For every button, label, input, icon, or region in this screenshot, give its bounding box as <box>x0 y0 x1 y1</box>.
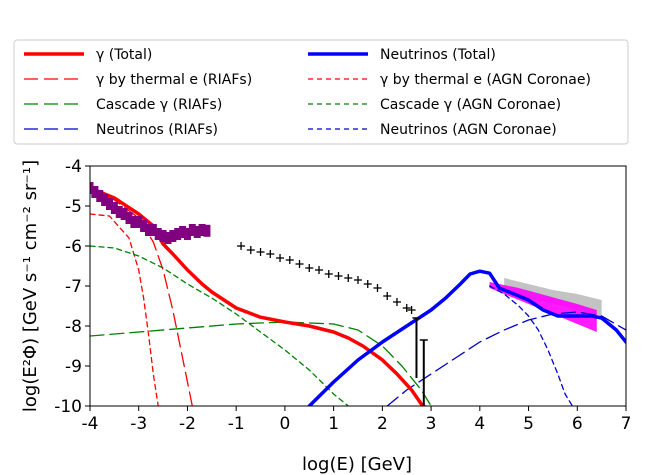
series-by-thermal-e-agn-coronae <box>90 213 159 406</box>
data-point <box>203 224 211 237</box>
data-point <box>179 226 187 238</box>
data-point <box>198 224 206 236</box>
data-point <box>169 230 177 242</box>
data-point <box>105 198 113 210</box>
x-tick-label: -3 <box>130 414 147 434</box>
data-point <box>144 224 152 236</box>
points-fermi-diffuse <box>237 242 416 314</box>
x-tick-label: 5 <box>523 414 534 434</box>
x-tick-label: 6 <box>572 414 583 434</box>
data-point <box>96 190 104 202</box>
data-point <box>130 216 138 228</box>
data-point <box>110 202 118 214</box>
legend: γ (Total) Neutrinos (Total) γ by thermal e… <box>13 39 629 145</box>
points-high-energy-upper-limits <box>412 317 428 406</box>
legend-label: γ by thermal e (AGN Coronae) <box>380 72 591 88</box>
axes: -4 -3 -2 -1 0 1 2 3 4 5 6 7-10-9-8-7-6-5-4 <box>54 157 631 434</box>
y-tick-label: -9 <box>65 357 82 377</box>
plot-inner <box>90 182 626 406</box>
series-neutrinos-agn-coronae <box>488 285 574 406</box>
data-point <box>135 216 143 228</box>
data-point <box>159 230 167 242</box>
y-tick-label: -8 <box>65 317 82 337</box>
data-point <box>154 228 162 240</box>
data-point <box>183 228 191 240</box>
data-point <box>115 206 123 218</box>
y-axis-label: log(E²Φ) [GeV s⁻¹ cm⁻² sr⁻¹] <box>20 160 41 412</box>
series-neutrinos-total <box>307 269 626 406</box>
y-tick-label: -10 <box>54 397 82 417</box>
x-tick-label: -4 <box>82 414 99 434</box>
y-tick-label: -6 <box>65 237 82 257</box>
data-point <box>125 212 133 224</box>
x-tick-label: 4 <box>474 414 485 434</box>
data-point <box>101 194 109 206</box>
plot-area <box>90 182 626 406</box>
legend-label: Neutrinos (RIAFs) <box>96 122 218 138</box>
data-point <box>120 208 128 220</box>
plot-frame <box>89 165 627 407</box>
legend-label: Neutrinos (AGN Coronae) <box>380 122 557 138</box>
data-point <box>91 186 99 198</box>
legend-label: γ (Total) <box>96 47 152 63</box>
legend-label: Neutrinos (Total) <box>380 47 496 63</box>
series-by-thermal-e-riafs <box>90 187 193 406</box>
legend-label: Cascade γ (RIAFs) <box>96 97 222 113</box>
y-tick-label: -5 <box>65 197 82 217</box>
x-tick-label: 1 <box>328 414 339 434</box>
data-point <box>164 232 172 244</box>
data-point <box>149 224 157 236</box>
y-tick-label: -4 <box>65 157 82 177</box>
x-tick-label: 2 <box>377 414 388 434</box>
legend-frame <box>13 39 629 145</box>
data-point <box>193 226 201 238</box>
x-tick-label: -1 <box>228 414 245 434</box>
legend-label: γ by thermal e (RIAFs) <box>96 72 252 88</box>
points-mev-gamma-data <box>90 182 211 244</box>
legend-label: Cascade γ (AGN Coronae) <box>380 97 561 113</box>
x-tick-label: 7 <box>621 414 632 434</box>
x-tick-label: 3 <box>426 414 437 434</box>
data-point <box>174 228 182 240</box>
y-tick-label: -7 <box>65 277 82 297</box>
x-tick-label: -2 <box>179 414 196 434</box>
series-cascade-riafs <box>90 321 432 406</box>
x-axis-label: log(E) [GeV] <box>302 454 412 475</box>
series-cascade-agn-coronae <box>90 245 349 406</box>
data-point <box>188 224 196 236</box>
data-point <box>140 220 148 232</box>
x-tick-label: 0 <box>279 414 290 434</box>
